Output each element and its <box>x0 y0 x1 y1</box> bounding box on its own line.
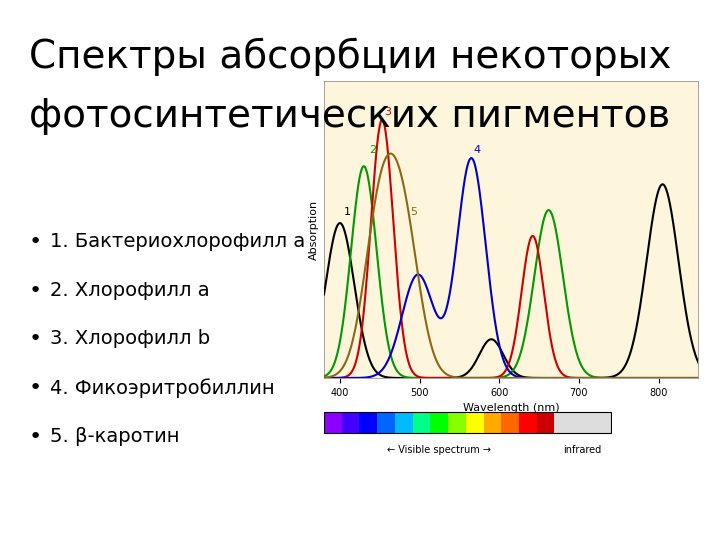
Text: infrared: infrared <box>563 444 602 455</box>
Text: 1: 1 <box>344 207 351 217</box>
Text: •: • <box>29 427 42 447</box>
Bar <box>395 412 413 433</box>
Text: ← Visible spectrum →: ← Visible spectrum → <box>387 444 491 455</box>
Text: 1. Бактериохлорофилл а: 1. Бактериохлорофилл а <box>50 232 306 251</box>
Bar <box>501 412 519 433</box>
Bar <box>554 412 611 433</box>
Text: 2. Хлорофилл а: 2. Хлорофилл а <box>50 281 210 300</box>
Text: 5: 5 <box>410 207 417 217</box>
Text: 4. Фикоэритробиллин: 4. Фикоэритробиллин <box>50 378 275 397</box>
Bar <box>359 412 377 433</box>
Text: Спектры абсорбции некоторых: Спектры абсорбции некоторых <box>29 38 671 76</box>
Bar <box>536 412 554 433</box>
Text: 3. Хлорофилл b: 3. Хлорофилл b <box>50 329 210 348</box>
X-axis label: Wavelength (nm): Wavelength (nm) <box>463 403 559 413</box>
Y-axis label: Absorption: Absorption <box>308 199 318 260</box>
Bar <box>484 412 501 433</box>
Bar <box>466 412 484 433</box>
Bar <box>519 412 536 433</box>
Bar <box>342 412 359 433</box>
Text: •: • <box>29 378 42 398</box>
Text: 5. β-каротин: 5. β-каротин <box>50 427 180 446</box>
Bar <box>431 412 448 433</box>
Bar <box>377 412 395 433</box>
Text: 4: 4 <box>474 145 481 156</box>
Bar <box>324 412 342 433</box>
Bar <box>448 412 466 433</box>
Text: •: • <box>29 281 42 301</box>
Bar <box>413 412 431 433</box>
Text: фотосинтетических пигментов: фотосинтетических пигментов <box>29 97 670 135</box>
Text: 3: 3 <box>384 106 391 117</box>
Text: •: • <box>29 232 42 252</box>
Text: 2: 2 <box>369 145 377 156</box>
Bar <box>324 412 611 433</box>
Text: •: • <box>29 329 42 349</box>
